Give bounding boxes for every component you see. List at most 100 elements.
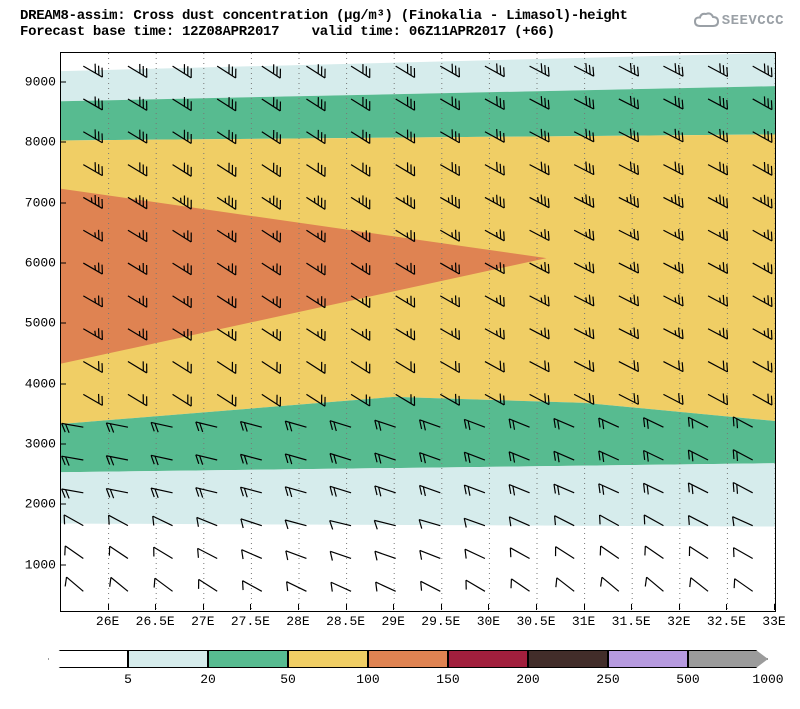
wind-barb xyxy=(149,422,172,435)
wind-barb xyxy=(440,256,463,274)
wind-barb xyxy=(306,224,329,243)
wind-barb xyxy=(61,423,83,435)
wind-barb xyxy=(462,419,485,434)
wind-barb xyxy=(396,158,419,176)
wind-barb xyxy=(530,59,553,76)
wind-barb xyxy=(396,289,419,307)
wind-barb xyxy=(173,355,196,373)
wind-barb xyxy=(128,92,151,110)
wind-barb xyxy=(596,546,619,565)
wind-barb xyxy=(217,256,240,275)
wind-barb xyxy=(506,419,529,435)
wind-barb xyxy=(194,488,217,501)
wind-barb xyxy=(663,256,686,273)
wind-barb xyxy=(619,125,642,142)
wind-barb xyxy=(283,487,306,501)
x-tick-label: 31.5E xyxy=(612,614,651,629)
wind-barb xyxy=(753,223,775,241)
wind-barb xyxy=(595,484,618,500)
wind-barb xyxy=(128,355,151,373)
x-tick-label: 32.5E xyxy=(707,614,746,629)
seevccc-logo: SEEVCCC xyxy=(692,12,784,30)
wind-barb xyxy=(462,452,485,467)
wind-barb xyxy=(149,455,172,468)
wind-barb xyxy=(507,579,530,598)
wind-barb xyxy=(485,387,508,405)
y-tick-mark xyxy=(60,383,66,384)
wind-barb xyxy=(663,92,686,109)
y-tick-mark xyxy=(60,202,66,203)
color-legend: 520501001502002505001000 xyxy=(48,650,768,695)
wind-barb xyxy=(753,92,775,110)
wind-barb xyxy=(106,577,128,597)
wind-barb xyxy=(619,387,642,404)
legend-label: 100 xyxy=(356,672,379,687)
wind-barb xyxy=(530,92,553,109)
wind-barb xyxy=(641,546,664,565)
wind-barb xyxy=(440,125,463,143)
wind-barb xyxy=(708,158,731,175)
wind-barb xyxy=(708,256,731,273)
wind-barb xyxy=(173,158,196,176)
wind-barb xyxy=(597,577,619,597)
x-tick-mark xyxy=(203,604,204,610)
wind-barb xyxy=(150,578,172,598)
wind-barb xyxy=(262,158,285,177)
x-tick-label: 26.5E xyxy=(136,614,175,629)
wind-barb xyxy=(462,485,485,500)
x-tick-label: 30E xyxy=(477,614,500,629)
wind-barb xyxy=(238,550,261,566)
wind-barb xyxy=(708,387,731,404)
wind-barb xyxy=(685,516,708,533)
x-tick-mark xyxy=(488,604,489,610)
wind-barb xyxy=(574,59,597,76)
wind-barb xyxy=(238,422,261,435)
wind-barb xyxy=(619,354,642,371)
wind-barb xyxy=(753,256,775,274)
wind-barb xyxy=(595,418,618,434)
wind-barb xyxy=(61,577,83,597)
legend-label: 20 xyxy=(200,672,216,687)
wind-barb-layer xyxy=(61,53,775,611)
x-tick-mark xyxy=(155,604,156,610)
x-tick-mark xyxy=(346,604,347,610)
wind-barb xyxy=(686,578,708,598)
wind-barb xyxy=(506,548,529,566)
wind-barb xyxy=(619,289,642,306)
wind-barb xyxy=(328,551,351,566)
wind-barb xyxy=(685,483,708,500)
chart-container: DREAM8-assim: Cross dust concentration (… xyxy=(0,0,800,709)
y-tick-mark xyxy=(60,504,66,505)
wind-barb xyxy=(663,387,686,404)
x-tick-label: 27E xyxy=(191,614,214,629)
wind-barb xyxy=(708,354,731,371)
wind-barb xyxy=(128,125,151,143)
plot-area xyxy=(60,52,776,612)
wind-barb xyxy=(351,223,374,241)
wind-barb xyxy=(530,223,553,240)
wind-barb xyxy=(640,451,663,468)
wind-barb xyxy=(574,387,597,404)
wind-barb xyxy=(396,355,419,373)
wind-barb xyxy=(83,387,106,405)
wind-barb xyxy=(417,420,440,435)
wind-barb xyxy=(83,355,106,373)
legend-label: 250 xyxy=(596,672,619,687)
wind-barb xyxy=(372,420,395,435)
wind-barb xyxy=(619,322,642,339)
wind-barb xyxy=(396,388,419,406)
wind-barb xyxy=(83,223,106,241)
wind-barb xyxy=(530,322,553,339)
wind-barb xyxy=(351,388,374,406)
legend-swatch xyxy=(48,650,128,668)
wind-barb xyxy=(396,92,419,110)
wind-barb xyxy=(685,547,708,566)
wind-barb xyxy=(217,289,240,308)
wind-barb xyxy=(396,59,419,77)
wind-barb xyxy=(685,417,708,434)
wind-barb xyxy=(530,190,553,207)
wind-barb xyxy=(262,322,285,341)
wind-barb xyxy=(351,125,374,143)
wind-barb xyxy=(328,421,351,435)
wind-barb xyxy=(194,517,217,533)
